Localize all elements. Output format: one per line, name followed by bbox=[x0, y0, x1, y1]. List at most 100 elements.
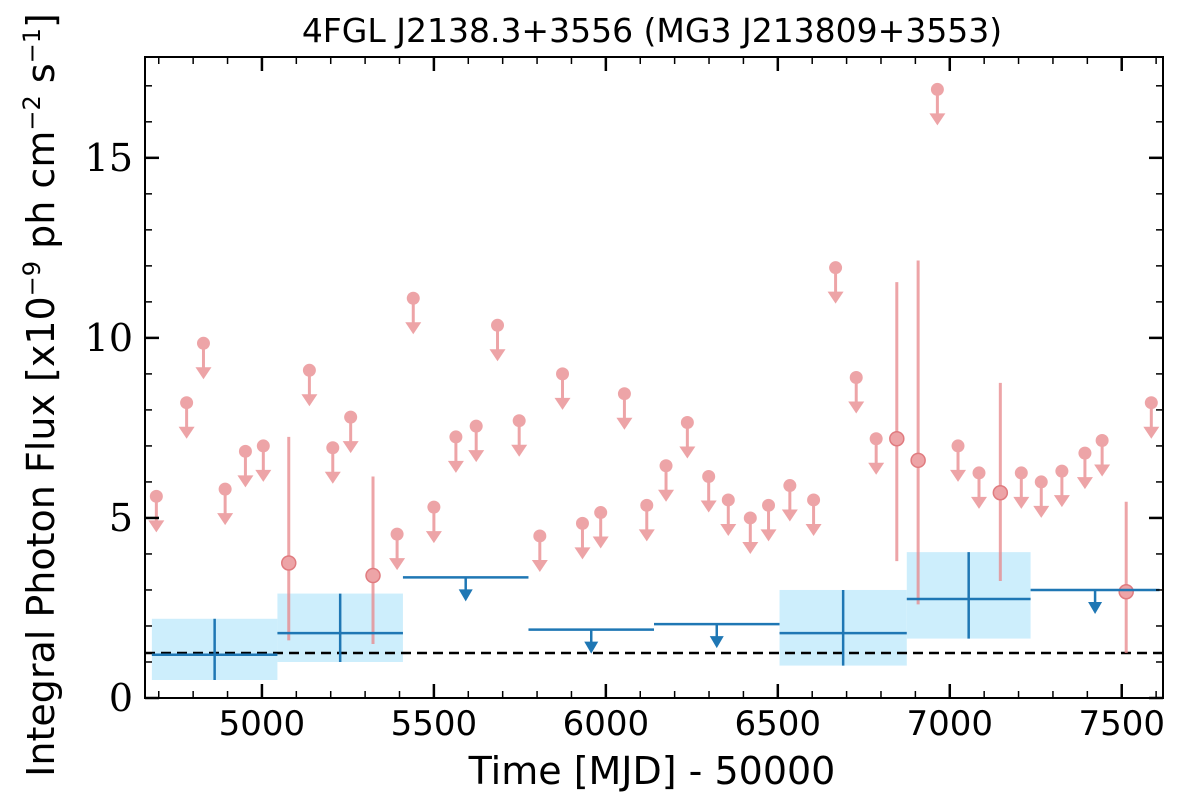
upper-limit-marker bbox=[1144, 396, 1158, 410]
upper-limit-marker bbox=[951, 439, 965, 453]
upper-limit-marker bbox=[702, 470, 716, 484]
short-bin-detection bbox=[992, 382, 1009, 581]
long-bin-upper-limit-head bbox=[1088, 601, 1103, 614]
short-bin-upper-limit bbox=[511, 414, 528, 457]
upper-limit-marker bbox=[1095, 434, 1109, 448]
y-tick-label: 15 bbox=[85, 136, 133, 180]
x-tick-label: 5000 bbox=[219, 704, 306, 744]
y-axis-label-exp3: −1 bbox=[18, 28, 46, 63]
upper-limit-marker bbox=[829, 261, 843, 275]
upper-limit-marker bbox=[491, 318, 505, 332]
short-bin-upper-limit bbox=[929, 82, 946, 126]
short-bin-upper-limit bbox=[217, 482, 234, 526]
upper-limit-marker bbox=[594, 506, 608, 520]
upper-limit-arrow-head bbox=[950, 469, 967, 482]
detection-marker bbox=[910, 452, 926, 469]
upper-limit-marker bbox=[390, 527, 404, 541]
upper-limit-arrow-head bbox=[389, 558, 406, 571]
short-bin-upper-limit bbox=[468, 419, 485, 463]
short-bin-upper-limit bbox=[827, 261, 844, 304]
upper-limit-marker bbox=[427, 500, 441, 514]
upper-limit-marker bbox=[344, 410, 358, 424]
upper-limit-marker bbox=[972, 466, 986, 480]
upper-limit-arrow-head bbox=[1053, 495, 1070, 508]
short-bin-upper-limit bbox=[405, 291, 422, 335]
x-tick-label: 6000 bbox=[563, 704, 650, 744]
upper-limit-arrow-head bbox=[489, 349, 506, 362]
upper-limit-marker bbox=[575, 516, 589, 530]
upper-limit-marker bbox=[326, 441, 340, 455]
y-tick-label: 0 bbox=[109, 676, 133, 720]
axes-frame bbox=[144, 56, 1164, 699]
upper-limit-marker bbox=[302, 363, 316, 377]
x-tick-label: 6500 bbox=[735, 704, 822, 744]
upper-limit-marker bbox=[783, 479, 797, 493]
upper-limit-arrow-head bbox=[511, 444, 528, 457]
chart-title: 4FGL J2138.3+3556 (MG3 J213809+3553) bbox=[302, 11, 1002, 50]
upper-limit-arrow-head bbox=[742, 541, 759, 554]
upper-limit-arrow-head bbox=[827, 291, 844, 304]
upper-limit-marker bbox=[659, 459, 673, 473]
short-bin-upper-limit bbox=[616, 387, 633, 430]
upper-limit-arrow-head bbox=[868, 462, 885, 475]
x-tick-label: 5500 bbox=[391, 704, 478, 744]
upper-limit-marker bbox=[449, 430, 463, 444]
upper-limit-arrow-head bbox=[1076, 477, 1093, 490]
y-axis-label-mid2: s bbox=[19, 63, 63, 95]
short-bin-detection bbox=[365, 476, 381, 644]
upper-limit-marker bbox=[1078, 446, 1092, 460]
long-bin-upper-limit-head bbox=[458, 589, 473, 602]
short-bin-upper-limit bbox=[868, 432, 885, 475]
short-bin-upper-limit bbox=[531, 529, 548, 572]
short-bin-upper-limit bbox=[389, 527, 406, 571]
upper-limit-arrow-head bbox=[405, 322, 422, 335]
short-bin-upper-limit bbox=[178, 396, 195, 439]
short-bin-detection bbox=[281, 436, 297, 641]
upper-limit-arrow-head bbox=[531, 559, 548, 572]
upper-limit-marker bbox=[640, 498, 654, 512]
upper-limit-arrow-head bbox=[148, 520, 165, 533]
upper-limit-arrow-head bbox=[425, 531, 442, 544]
error-bands-layer bbox=[151, 552, 1031, 680]
short-bin-upper-limit bbox=[679, 416, 696, 459]
short-bin-upper-limit bbox=[1013, 466, 1030, 509]
upper-limit-arrow-head bbox=[805, 523, 822, 536]
short-bin-upper-limit bbox=[148, 489, 165, 533]
short-bin-detection bbox=[1118, 501, 1134, 653]
upper-limit-arrow-head bbox=[447, 460, 464, 473]
detection-marker bbox=[365, 567, 381, 584]
upper-limit-arrow-head bbox=[929, 113, 946, 126]
upper-limit-arrow-head bbox=[679, 446, 696, 459]
upper-limit-marker bbox=[533, 529, 547, 543]
upper-limit-arrow-head bbox=[1143, 426, 1160, 439]
short-bin-upper-limit bbox=[638, 498, 655, 542]
upper-limit-marker bbox=[556, 367, 570, 381]
short-bin-detection bbox=[910, 260, 926, 605]
upper-limit-arrow-head bbox=[554, 397, 571, 410]
short-bin-detection bbox=[889, 282, 905, 562]
short-bin-upper-limit bbox=[1094, 434, 1111, 477]
short-bin-upper-limit bbox=[1143, 396, 1160, 439]
short-bin-upper-limit bbox=[742, 511, 759, 554]
upper-limit-marker bbox=[180, 396, 194, 410]
y-axis-label-suffix: ] bbox=[19, 13, 63, 28]
short-bin-upper-limit bbox=[342, 410, 359, 454]
short-bin-upper-limit bbox=[237, 444, 254, 488]
upper-limit-arrow-head bbox=[342, 441, 359, 454]
svg-text:Integral Photon Flux [x10−9 ph: Integral Photon Flux [x10−9 ph cm−2 s−1] bbox=[18, 13, 63, 777]
upper-limit-arrow-head bbox=[971, 496, 988, 509]
short-bin-upper-limit bbox=[301, 363, 318, 407]
upper-limit-arrow-head bbox=[1013, 496, 1030, 509]
upper-limit-marker bbox=[196, 336, 210, 350]
upper-limit-arrow-head bbox=[848, 401, 865, 414]
short-bin-upper-limit bbox=[554, 367, 571, 410]
detection-marker bbox=[281, 555, 297, 571]
upper-limit-marker bbox=[512, 414, 526, 428]
short-bin-upper-limit bbox=[805, 493, 822, 536]
upper-limit-marker bbox=[1034, 475, 1048, 489]
upper-limit-marker bbox=[930, 82, 944, 96]
short-bins-layer bbox=[148, 82, 1160, 653]
upper-limit-marker bbox=[807, 493, 821, 507]
x-tick-label: 7000 bbox=[907, 704, 994, 744]
y-axis-label: Integral Photon Flux [x10−9 ph cm−2 s−1] bbox=[18, 13, 63, 777]
